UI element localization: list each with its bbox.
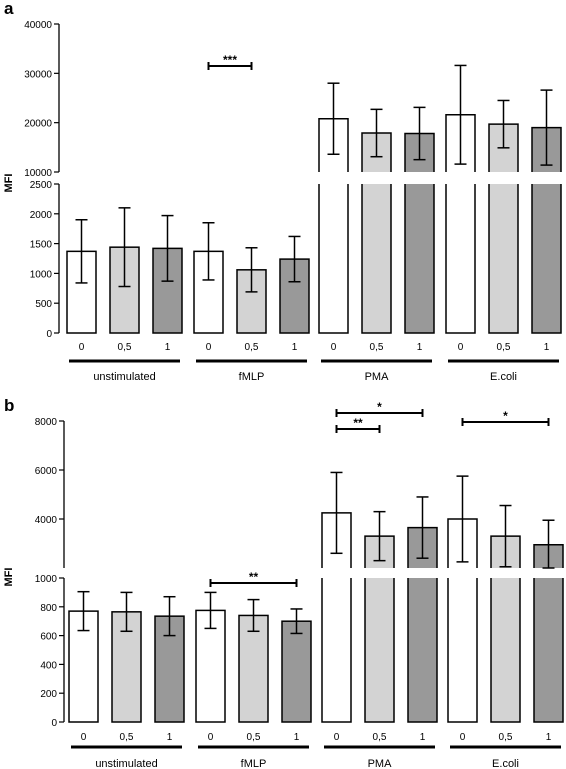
panel-a-group-label: fMLP	[239, 371, 265, 383]
panel-b-bar	[534, 578, 563, 722]
panel-b-significance-label: *	[503, 409, 508, 423]
panel-a-bar	[532, 184, 561, 333]
panel-a-ytick-label: 500	[35, 299, 52, 310]
panel-b-category-label: 0,5	[120, 732, 134, 743]
panel-b-ytick-label: 1000	[35, 574, 58, 585]
panel-b-bar	[365, 578, 394, 722]
panel-b-bar-outline	[321, 578, 352, 723]
panel-a-ytick-label: 2000	[30, 210, 53, 221]
panel-b-ytick-label: 6000	[35, 466, 58, 477]
panel-a-ytick-label: 20000	[24, 119, 52, 130]
panel-b-bar-outline	[364, 578, 395, 723]
panel-a-ytick-label: 10000	[24, 168, 52, 179]
panel-a-category-label: 1	[165, 342, 171, 353]
panel-a-ytick-label: 1000	[30, 269, 53, 280]
panel-b-ytick-label: 8000	[35, 417, 58, 428]
panel-a-bar	[405, 184, 434, 333]
panel-b-bar	[281, 620, 312, 723]
panel-b-category-label: 0	[81, 732, 87, 743]
panel-b-ytick-label: 0	[51, 718, 57, 729]
panel-b-bar-outline	[490, 578, 521, 723]
panel-a-category-label: 0,5	[118, 342, 132, 353]
panel-a-y-axis-label: MFI	[3, 174, 15, 193]
panel-b-category-label: 0,5	[499, 732, 513, 743]
panel-a-bar-outline	[531, 184, 562, 334]
panel-a-bar	[489, 184, 518, 333]
panel-b-category-label: 0	[460, 732, 466, 743]
panel-a-ytick-label: 1500	[30, 240, 53, 251]
panel-a-category-label: 0	[458, 342, 464, 353]
panel-b-y-axis-label: MFI	[3, 568, 15, 587]
panel-a-category-label: 0	[206, 342, 212, 353]
panel-b-category-label: 0,5	[373, 732, 387, 743]
panel-a-bar-outline	[361, 184, 392, 334]
panel-b-category-label: 0	[334, 732, 340, 743]
panel-b-group-label: unstimulated	[95, 758, 157, 769]
panel-b-bar-outline	[447, 578, 478, 723]
panel-b-ytick-label: 4000	[35, 515, 58, 526]
panel-a-group-label: unstimulated	[93, 371, 155, 383]
panel-b-significance-label: *	[377, 400, 382, 414]
panel-b-bar	[322, 578, 351, 722]
panel-b-category-label: 1	[294, 732, 300, 743]
panel-b-significance-label: **	[249, 570, 259, 584]
panel-a-category-label: 1	[544, 342, 550, 353]
panel-b-bar	[238, 614, 269, 723]
panel-a-category-label: 1	[417, 342, 423, 353]
panel-b-bar	[408, 578, 437, 722]
panel-b-bar	[448, 578, 477, 722]
panel-b-category-label: 0	[208, 732, 214, 743]
panel-a-ytick-label: 2500	[30, 180, 53, 191]
panel-a-ytick-label: 40000	[24, 20, 52, 31]
panel-a-category-label: 0,5	[370, 342, 384, 353]
panel-b-category-label: 1	[546, 732, 552, 743]
panel-a-bar-outline	[318, 184, 349, 334]
panel-b-bar-outline	[533, 578, 564, 723]
panel-b-bar	[491, 578, 520, 722]
panel-a-bar	[319, 184, 348, 333]
panel-b-group-label: fMLP	[241, 758, 267, 769]
panel-b-ytick-label: 400	[40, 660, 57, 671]
panel-a-group-label: E.coli	[490, 371, 517, 383]
panel-a-bar-outline	[404, 184, 435, 334]
panel-b-ytick-label: 600	[40, 632, 57, 643]
panel-a-category-label: 0	[79, 342, 85, 353]
panel-b-group-label: E.coli	[492, 758, 519, 769]
panel-a-category-label: 0	[331, 342, 337, 353]
panel-a-category-label: 0,5	[245, 342, 259, 353]
panel-a-bar-outline	[488, 184, 519, 334]
panel-a-ytick-label: 30000	[24, 69, 52, 80]
panel-b-label: b	[4, 396, 14, 415]
panel-a-category-label: 1	[292, 342, 298, 353]
panel-a-bar-outline	[445, 184, 476, 334]
panel-b-ytick-label: 200	[40, 689, 57, 700]
panel-b-category-label: 0,5	[247, 732, 261, 743]
panel-b-significance-label: **	[353, 416, 363, 430]
panel-a-category-label: 0,5	[497, 342, 511, 353]
panel-a-group-label: PMA	[365, 371, 390, 383]
panel-b-bar-outline	[407, 578, 438, 723]
panel-b-category-label: 1	[167, 732, 173, 743]
panel-a-significance-label: ***	[223, 53, 237, 67]
panel-a-ytick-label: 0	[46, 329, 52, 340]
panel-a-bar	[446, 184, 475, 333]
panel-b-category-label: 1	[420, 732, 426, 743]
panel-a-bar	[362, 184, 391, 333]
panel-a-label: a	[4, 0, 14, 18]
panel-b-ytick-label: 800	[40, 603, 57, 614]
panel-b-group-label: PMA	[368, 758, 393, 769]
